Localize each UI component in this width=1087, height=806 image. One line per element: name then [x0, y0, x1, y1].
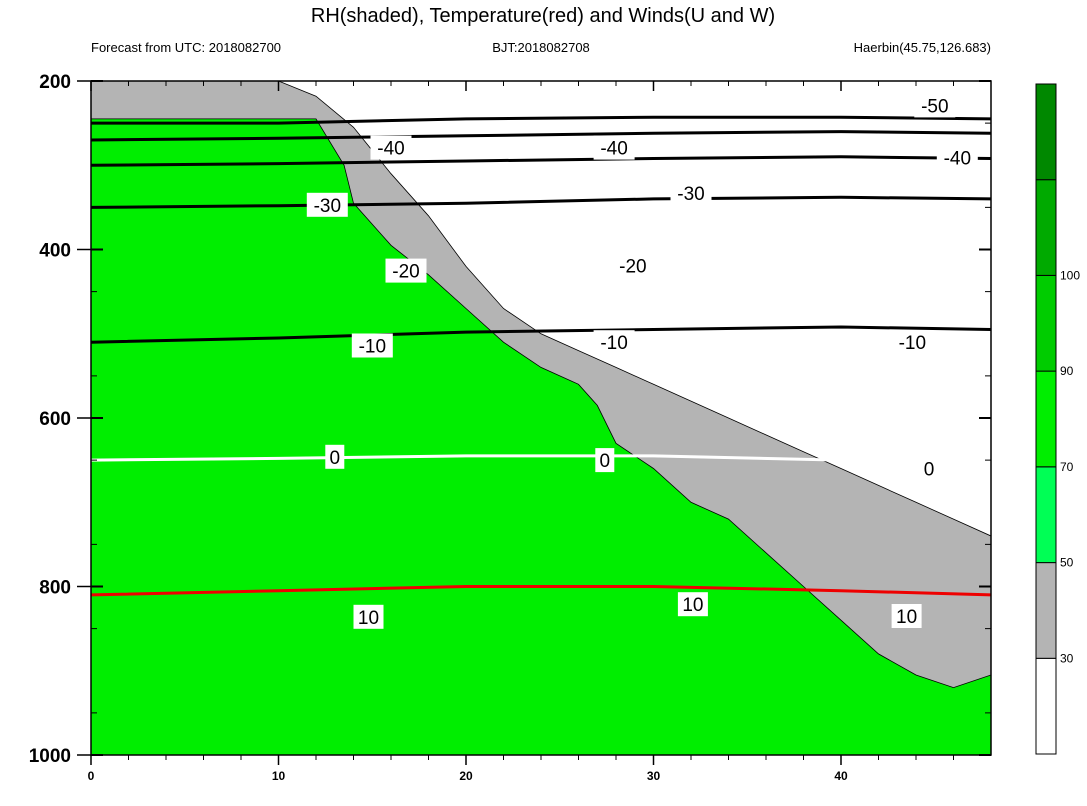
station-label: Haerbin(45.75,126.683) [854, 40, 991, 55]
contour-label: 0 [325, 444, 345, 469]
y-tick-label: 200 [39, 72, 71, 93]
colorbar-tick-label: 70 [1060, 460, 1074, 474]
contour-label: 0 [919, 456, 939, 481]
svg-text:10: 10 [682, 595, 703, 616]
contour-label: -20 [612, 253, 654, 278]
svg-text:-40: -40 [944, 149, 971, 170]
contour-label: 10 [891, 604, 922, 628]
contour-0 [91, 454, 991, 466]
svg-text:-10: -10 [899, 333, 926, 354]
y-tick-label: 400 [39, 241, 71, 262]
chart-title: RH(shaded), Temperature(red) and Winds(U… [311, 5, 775, 27]
x-tick-label: 10 [272, 769, 286, 783]
contour-label: -40 [593, 135, 635, 160]
contour-label: -10 [891, 330, 933, 355]
svg-text:-20: -20 [619, 257, 646, 278]
svg-text:-30: -30 [677, 184, 704, 205]
contour--30 [91, 155, 991, 167]
colorbar-swatch [1035, 466, 1057, 564]
y-tick-label: 1000 [29, 746, 71, 767]
svg-text:-30: -30 [314, 196, 341, 217]
svg-text:-40: -40 [377, 139, 404, 160]
contour-label: -30 [670, 181, 712, 206]
contour-label: -50 [914, 93, 956, 118]
temperature-contours [91, 115, 991, 597]
contour--20 [91, 195, 991, 209]
contour-label: -40 [370, 135, 412, 160]
contour-label: -30 [306, 192, 348, 217]
x-tick-label: 30 [647, 769, 661, 783]
svg-text:-10: -10 [600, 333, 627, 354]
colorbar-swatch [1035, 83, 1057, 181]
contour--50 [91, 115, 991, 125]
svg-text:-20: -20 [392, 262, 419, 283]
colorbar-swatch [1035, 179, 1057, 276]
contour-label: 10 [677, 592, 708, 617]
svg-text:0: 0 [330, 448, 341, 469]
contour-10 [91, 585, 991, 597]
contour-label: 10 [353, 604, 384, 629]
plot-area [91, 81, 991, 755]
colorbar-swatch [1035, 657, 1057, 755]
contour--40 [91, 130, 991, 142]
contour-label: -40 [936, 145, 978, 170]
contour-labels: -50 -40 -40 -40 -30 -30 -20 -20 -10 -10 -10 0 0 0 10 10… [306, 93, 978, 629]
svg-text:-40: -40 [600, 139, 627, 160]
x-axis: 0 10 20 30 40 [88, 81, 954, 783]
colorbar-tick-label: 90 [1060, 364, 1074, 378]
colorbar-swatch [1035, 562, 1057, 659]
bjt-label: BJT:2018082708 [492, 40, 590, 55]
contour--10 [91, 325, 991, 344]
x-tick-label: 20 [459, 769, 473, 783]
contour-label: -10 [593, 330, 635, 355]
colorbar-tick-label: 100 [1060, 268, 1080, 282]
rh-colorbar: 30 50 70 90 100 [1035, 83, 1080, 755]
forecast-label: Forecast from UTC: 2018082700 [91, 40, 281, 55]
contour-label: 0 [595, 448, 615, 473]
x-tick-label: 40 [834, 769, 848, 783]
colorbar-swatch [1035, 370, 1057, 468]
svg-text:10: 10 [358, 608, 379, 629]
svg-text:0: 0 [600, 451, 611, 472]
rh-shading [91, 81, 991, 689]
svg-text:-50: -50 [921, 96, 948, 117]
svg-text:0: 0 [924, 460, 935, 481]
colorbar-tick-label: 30 [1060, 651, 1074, 665]
contour-label: -20 [385, 258, 427, 283]
svg-text:10: 10 [896, 607, 917, 628]
x-tick-label: 0 [88, 769, 95, 783]
svg-text:-10: -10 [359, 337, 386, 358]
y-tick-label: 600 [39, 409, 71, 430]
y-tick-label: 800 [39, 578, 71, 599]
colorbar-swatch [1035, 274, 1057, 372]
colorbar-tick-label: 50 [1060, 556, 1074, 570]
contour-label: -10 [351, 333, 393, 358]
